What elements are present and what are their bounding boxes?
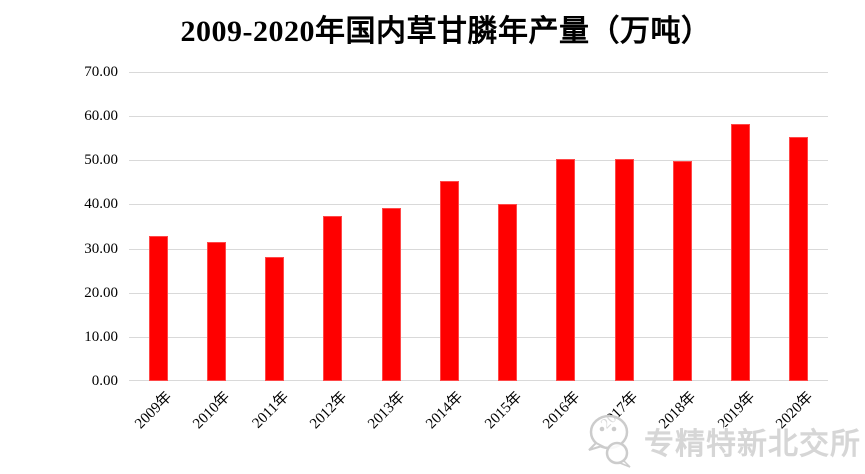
gridline xyxy=(129,336,828,338)
bar-2013年 xyxy=(381,208,401,381)
x-tick-label: 2009年 xyxy=(132,389,176,433)
y-tick-label: 0.00 xyxy=(91,373,118,389)
y-tick-label: 60.00 xyxy=(84,108,118,125)
bar-2019年 xyxy=(731,124,751,381)
bar-2012年 xyxy=(323,216,343,381)
bar-2020年 xyxy=(789,137,809,381)
gridline xyxy=(129,204,828,206)
gridline xyxy=(129,116,828,118)
bar-2014年 xyxy=(439,181,459,381)
bar-2017年 xyxy=(614,159,634,381)
bar-2011年 xyxy=(265,257,285,381)
watermark: 专精特新北交所 xyxy=(583,412,861,470)
bar-2018年 xyxy=(672,161,692,381)
gridline xyxy=(129,248,828,250)
bar-2015年 xyxy=(498,204,518,381)
gridline xyxy=(129,72,828,73)
y-tick-label: 20.00 xyxy=(84,284,118,301)
wechat-logo-icon xyxy=(588,414,631,468)
y-tick-label: 50.00 xyxy=(84,152,118,169)
y-tick-label: 30.00 xyxy=(84,240,118,257)
chart-title: 2009-2020年国内草甘膦年产量（万吨） xyxy=(180,15,712,48)
watermark-text: 专精特新北交所 xyxy=(644,428,861,461)
gridline xyxy=(129,292,828,294)
x-tick-label: 2010年 xyxy=(190,389,234,433)
x-tick-label: 2016年 xyxy=(540,389,584,433)
x-tick-label: 2014年 xyxy=(423,389,467,433)
bar-2010年 xyxy=(206,242,226,381)
plot-area xyxy=(129,72,828,381)
x-tick-label: 2015年 xyxy=(481,389,525,433)
gridline xyxy=(129,380,828,381)
y-tick-label: 40.00 xyxy=(84,196,118,213)
y-tick-label: 70.00 xyxy=(84,64,118,80)
x-tick-label: 2013年 xyxy=(365,389,409,433)
x-tick-label: 2011年 xyxy=(249,389,292,432)
x-tick-label: 2012年 xyxy=(307,389,351,433)
y-tick-label: 10.00 xyxy=(84,328,118,345)
bar-2016年 xyxy=(556,159,576,381)
bar-2009年 xyxy=(148,236,168,381)
gridline xyxy=(129,160,828,162)
